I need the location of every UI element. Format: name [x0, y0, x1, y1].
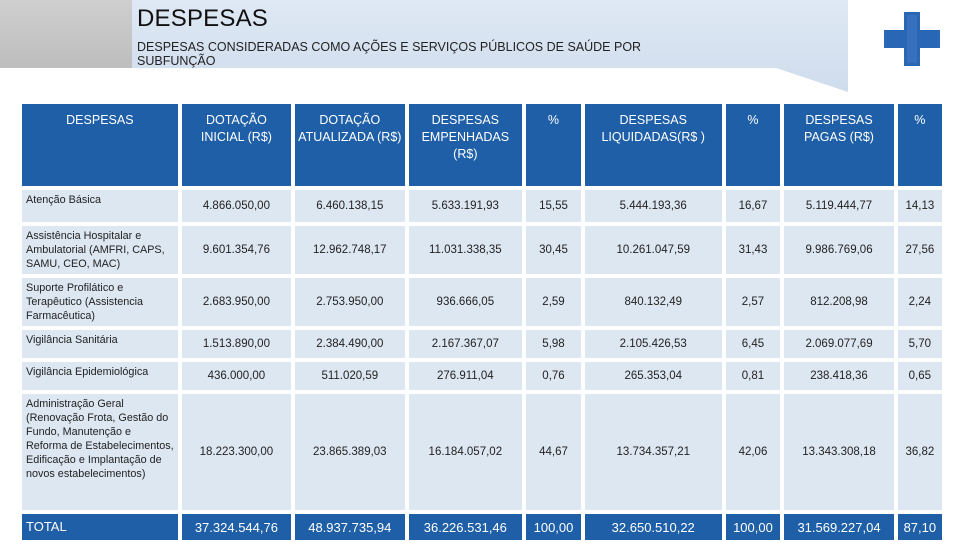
table-cell: 2.683.950,00: [181, 278, 292, 326]
table-cell: 2,24: [897, 278, 942, 326]
table-cell: 11.031.338,35: [408, 226, 523, 274]
table-row: Atenção Básica 4.866.050,00 6.460.138,15…: [22, 190, 942, 222]
column-header-despesas-liquidadas: DESPESAS LIQUIDADAS(R$ ): [584, 104, 722, 186]
table-cell: 5.444.193,36: [584, 190, 722, 222]
table-cell: 5.119.444,77: [784, 190, 894, 222]
column-header-dotacao-inicial: DOTAÇÃO INICIAL (R$): [181, 104, 292, 186]
total-cell: 100,00: [526, 514, 581, 540]
row-label: Atenção Básica: [22, 190, 178, 222]
table-cell: 265.353,04: [584, 362, 722, 390]
table-cell: 13.734.357,21: [584, 394, 722, 510]
table-cell: 16.184.057,02: [408, 394, 523, 510]
total-cell: 87,10: [897, 514, 942, 540]
total-cell: 36.226.531,46: [408, 514, 523, 540]
table-cell: 2,57: [725, 278, 781, 326]
table-cell: 4.866.050,00: [181, 190, 292, 222]
table-cell: 6,45: [725, 330, 781, 358]
page-title: DESPESAS: [137, 5, 268, 32]
table-cell: 2.384.490,00: [295, 330, 405, 358]
table-row: Assistência Hospitalar e Ambulatorial (A…: [22, 226, 942, 274]
table-row: Vigilância Sanitária 1.513.890,00 2.384.…: [22, 330, 942, 358]
row-label: Administração Geral (Renovação Frota, Ge…: [22, 394, 178, 510]
table-cell: 10.261.047,59: [584, 226, 722, 274]
table-cell: 0,76: [526, 362, 581, 390]
table-cell: 5.633.191,93: [408, 190, 523, 222]
table-cell: 2.105.426,53: [584, 330, 722, 358]
medical-cross-icon: [884, 12, 940, 66]
total-cell: 48.937.735,94: [295, 514, 405, 540]
table-total-row: TOTAL 37.324.544,76 48.937.735,94 36.226…: [22, 514, 942, 540]
table-cell: 14,13: [897, 190, 942, 222]
table-cell: 15,55: [526, 190, 581, 222]
table-cell: 31,43: [725, 226, 781, 274]
table-cell: 30,45: [526, 226, 581, 274]
table-cell: 9.601.354,76: [181, 226, 292, 274]
table-row: Administração Geral (Renovação Frota, Ge…: [22, 394, 942, 510]
table-cell: 36,82: [897, 394, 942, 510]
column-header-dotacao-atualizada: DOTAÇÃO ATUALIZADA (R$): [295, 104, 405, 186]
table-cell: 16,67: [725, 190, 781, 222]
row-label: Assistência Hospitalar e Ambulatorial (A…: [22, 226, 178, 274]
table-cell: 9.986.769,06: [784, 226, 894, 274]
table-cell: 0,65: [897, 362, 942, 390]
total-label: TOTAL: [22, 514, 178, 540]
table-cell: 238.418,36: [784, 362, 894, 390]
column-header-percent-pagas: %: [897, 104, 942, 186]
table-row: Vigilância Epidemiológica 436.000,00 511…: [22, 362, 942, 390]
page-subtitle: DESPESAS CONSIDERADAS COMO AÇÕES E SERVI…: [137, 40, 642, 68]
table-cell: 18.223.300,00: [181, 394, 292, 510]
table-cell: 12.962.748,17: [295, 226, 405, 274]
table-cell: 0,81: [725, 362, 781, 390]
table-header-row: DESPESAS DOTAÇÃO INICIAL (R$) DOTAÇÃO AT…: [22, 104, 942, 186]
table-cell: 5,70: [897, 330, 942, 358]
table-cell: 812.208,98: [784, 278, 894, 326]
row-label: Vigilância Epidemiológica: [22, 362, 178, 390]
column-header-despesas-empenhadas: DESPESAS EMPENHADAS (R$): [408, 104, 523, 186]
table-cell: 936.666,05: [408, 278, 523, 326]
row-label: Suporte Profilático e Terapêutico (Assis…: [22, 278, 178, 326]
table-cell: 27,56: [897, 226, 942, 274]
table-cell: 2.167.367,07: [408, 330, 523, 358]
table-cell: 1.513.890,00: [181, 330, 292, 358]
table-cell: 511.020,59: [295, 362, 405, 390]
total-cell: 32.650.510,22: [584, 514, 722, 540]
table-cell: 5,98: [526, 330, 581, 358]
table-cell: 276.911,04: [408, 362, 523, 390]
header-gray-block: [0, 0, 132, 68]
column-header-percent-empenhadas: %: [526, 104, 581, 186]
table-cell: 2.069.077,69: [784, 330, 894, 358]
column-header-despesas: DESPESAS: [22, 104, 178, 186]
table-row: Suporte Profilático e Terapêutico (Assis…: [22, 278, 942, 326]
table-cell: 2.753.950,00: [295, 278, 405, 326]
table-cell: 6.460.138,15: [295, 190, 405, 222]
column-header-despesas-pagas: DESPESAS PAGAS (R$): [784, 104, 894, 186]
table-cell: 840.132,49: [584, 278, 722, 326]
table-cell: 13.343.308,18: [784, 394, 894, 510]
expenses-table: DESPESAS DOTAÇÃO INICIAL (R$) DOTAÇÃO AT…: [18, 100, 946, 544]
total-cell: 37.324.544,76: [181, 514, 292, 540]
header: DESPESAS DESPESAS CONSIDERADAS COMO AÇÕE…: [137, 4, 737, 68]
table-cell: 436.000,00: [181, 362, 292, 390]
table-cell: 2,59: [526, 278, 581, 326]
row-label: Vigilância Sanitária: [22, 330, 178, 358]
table-cell: 44,67: [526, 394, 581, 510]
total-cell: 31.569.227,04: [784, 514, 894, 540]
total-cell: 100,00: [725, 514, 781, 540]
table-cell: 42,06: [725, 394, 781, 510]
table-cell: 23.865.389,03: [295, 394, 405, 510]
column-header-percent-liquidadas: %: [725, 104, 781, 186]
